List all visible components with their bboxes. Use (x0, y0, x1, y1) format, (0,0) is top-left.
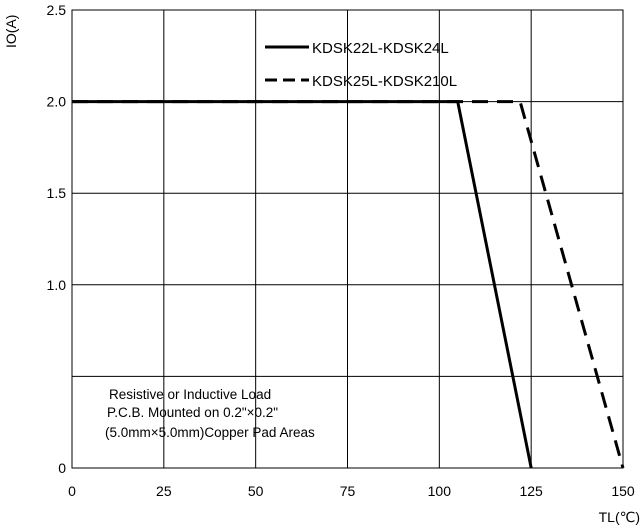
y-axis-label: IO(A) (3, 15, 19, 48)
x-axis-label: TL(℃) (599, 509, 640, 525)
annotation-note: Resistive or Inductive Load P.C.B. Mounte… (105, 387, 315, 440)
x-tick-label: 75 (340, 483, 356, 499)
x-tick-label: 100 (428, 483, 452, 499)
x-tick-label: 0 (68, 483, 76, 499)
annotation-line: (5.0mm×5.0mm)Copper Pad Areas (105, 425, 315, 440)
x-tick-label: 50 (248, 483, 264, 499)
y-tick-label: 2.0 (47, 94, 67, 110)
annotation-line: Resistive or Inductive Load (109, 387, 271, 402)
series-lines (72, 100, 625, 469)
legend-label: KDSK25L-KDSK210L (312, 73, 457, 90)
x-tick-labels: 0 25 50 75 100 125 150 (68, 483, 635, 499)
series-line-2 (72, 100, 625, 469)
legend-label: KDSK22L-KDSK24L (312, 40, 449, 57)
y-tick-labels: 0 1.0 1.5 2.0 2.5 (47, 2, 67, 476)
plot-frame (71, 9, 624, 469)
y-tick-label: 1.0 (47, 277, 67, 293)
annotation-line: P.C.B. Mounted on 0.2"×0.2" (107, 405, 278, 420)
y-tick-label: 2.5 (47, 2, 67, 18)
x-tick-label: 25 (156, 483, 172, 499)
legend: KDSK22L-KDSK24L KDSK25L-KDSK210L (265, 40, 457, 90)
y-tick-label: 1.5 (47, 185, 67, 201)
y-tick-label: 0 (58, 460, 66, 476)
x-tick-label: 150 (611, 483, 635, 499)
x-tick-label: 125 (519, 483, 543, 499)
